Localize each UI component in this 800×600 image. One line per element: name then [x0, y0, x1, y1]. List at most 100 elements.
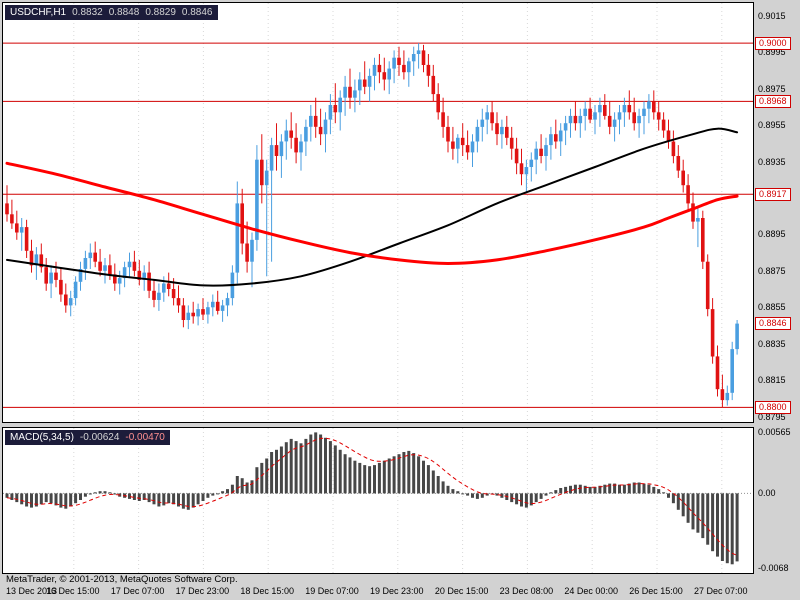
macd-bar	[642, 483, 646, 494]
macd-bar	[662, 492, 666, 494]
macd-chart-canvas[interactable]	[3, 428, 753, 573]
price-chart-canvas[interactable]	[3, 3, 753, 422]
macd-bar	[294, 441, 298, 494]
candle-body	[313, 115, 318, 127]
price-tick-label: 0.8955	[758, 120, 786, 131]
candle-body	[622, 105, 627, 113]
candle-body	[656, 112, 661, 120]
macd-bar	[260, 462, 264, 494]
macd-bar	[706, 493, 710, 545]
candle-body	[132, 261, 137, 271]
macd-bar	[181, 493, 185, 509]
macd-bar	[132, 493, 136, 500]
macd-bar	[524, 493, 528, 508]
candle-body	[225, 298, 230, 306]
candle-body	[554, 134, 558, 142]
candle-body	[529, 159, 534, 167]
macd-bar	[716, 493, 719, 557]
candle-body	[652, 101, 656, 113]
candle-body	[607, 115, 612, 127]
macd-bar	[240, 478, 244, 494]
macd-bar	[250, 480, 254, 494]
macd-bar	[128, 493, 131, 499]
candle-body	[260, 159, 264, 186]
macd-bar	[417, 456, 421, 494]
candle-body	[617, 112, 622, 120]
candle-body	[299, 141, 303, 153]
candle-body	[436, 94, 440, 113]
macd-bar	[559, 488, 563, 494]
macd-bar	[358, 462, 362, 494]
macd-bar	[74, 493, 78, 504]
candle-body	[142, 272, 146, 280]
candle-body	[612, 119, 617, 127]
macd-bar	[216, 493, 220, 495]
macd-bar	[593, 486, 597, 494]
macd-indicator-label: MACD(5,34,5) -0.00624 -0.00470	[5, 430, 170, 445]
candle-body	[147, 272, 151, 291]
chart-ohlc-label: USDCHF,H1 0.8832 0.8848 0.8829 0.8846	[5, 5, 218, 20]
price-chart-panel: USDCHF,H1 0.8832 0.8848 0.8829 0.8846	[2, 2, 754, 423]
candle-body	[647, 101, 651, 109]
candle-body	[421, 50, 426, 65]
macd-bar	[681, 493, 685, 517]
price-tick-label: 0.8835	[758, 338, 786, 349]
close-value: 0.8846	[181, 7, 213, 18]
macd-bar	[407, 450, 411, 494]
macd-bar	[226, 489, 229, 494]
candle-body	[514, 148, 519, 164]
macd-bar	[549, 492, 553, 494]
macd-bar	[402, 452, 406, 494]
macd-bar	[720, 493, 724, 561]
macd-bar	[338, 449, 342, 494]
macd-bar	[319, 434, 323, 494]
candle-body	[333, 105, 338, 113]
candle-body	[456, 137, 460, 149]
candle-body	[338, 97, 342, 113]
macd-bar	[613, 483, 617, 494]
candle-body	[490, 112, 494, 124]
macd-bar	[667, 493, 670, 498]
candle-body	[701, 218, 705, 262]
candle-body	[353, 90, 357, 98]
macd-bar	[34, 493, 38, 507]
candle-body	[113, 274, 117, 284]
candle-body	[255, 159, 259, 240]
candle-body	[235, 203, 240, 273]
candle-body	[573, 115, 578, 124]
level-price-label: 0.8968	[755, 94, 791, 108]
macd-bar	[172, 493, 176, 505]
macd-bar	[211, 493, 215, 496]
macd-bar	[30, 493, 33, 508]
candle-body	[362, 79, 367, 87]
macd-bar	[657, 489, 661, 494]
macd-bar	[485, 493, 489, 496]
macd-bar	[83, 493, 87, 497]
macd-bar	[309, 434, 313, 494]
time-axis-label: 26 Dec 15:00	[629, 586, 683, 596]
macd-bar	[735, 493, 739, 562]
macd-bar	[201, 493, 205, 501]
candle-body	[73, 281, 78, 299]
macd-bar	[186, 493, 190, 510]
time-axis-label: 23 Dec 08:00	[499, 586, 554, 596]
macd-bar	[368, 466, 372, 494]
level-price-label: 0.9000	[755, 36, 791, 50]
candle-body	[451, 141, 455, 149]
candle-body	[544, 145, 548, 156]
candle-body	[289, 130, 293, 138]
macd-bar	[152, 493, 156, 505]
macd-signal-line	[6, 437, 738, 556]
time-axis-label: 18 Dec 15:00	[240, 586, 294, 596]
candle-body	[563, 123, 568, 131]
candle-body	[568, 115, 573, 124]
macd-bar	[426, 465, 430, 494]
macd-bar	[191, 493, 195, 508]
macd-bar	[456, 491, 460, 494]
candle-body	[206, 307, 210, 315]
macd-bar	[265, 458, 269, 494]
macd-bar	[314, 432, 318, 494]
macd-bar	[515, 493, 519, 505]
macd-bar	[93, 492, 97, 494]
